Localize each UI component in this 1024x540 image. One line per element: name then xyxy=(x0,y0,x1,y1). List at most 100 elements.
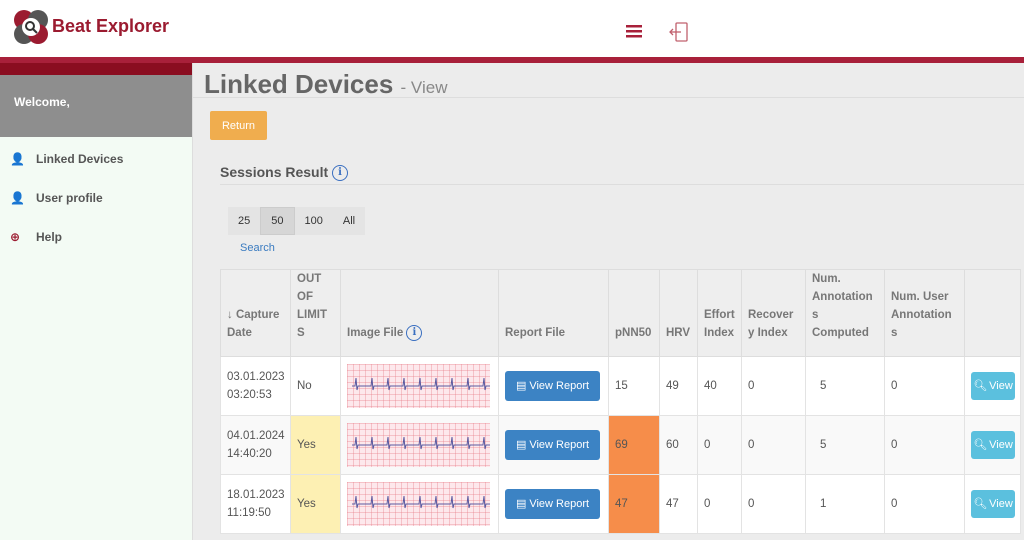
file-icon: ▤ xyxy=(515,498,527,510)
brand-name: Beat Explorer xyxy=(52,16,170,36)
date: 04.01.2024 xyxy=(227,430,285,442)
page-size-all[interactable]: All xyxy=(342,215,356,227)
divider xyxy=(220,184,1024,185)
view-button[interactable]: 🔍︎ View xyxy=(971,431,1015,459)
page-title-text: Linked Devices xyxy=(204,69,394,99)
ecg-thumbnail[interactable] xyxy=(347,482,496,526)
col-image-file[interactable]: Image File i xyxy=(340,269,499,357)
search-link[interactable]: Search xyxy=(240,242,275,254)
user-plus-icon: 👤 xyxy=(10,151,25,166)
num-annotations: 5 xyxy=(805,415,885,475)
actions: 🔍︎ View xyxy=(964,415,1021,475)
col-num-annotations[interactable]: Num. Annotations Computed xyxy=(805,269,885,357)
sidebar-item-linked-devices[interactable]: 👤 Linked Devices xyxy=(0,139,192,178)
page-size-selector: 25 50 100 All xyxy=(228,207,366,235)
table-row: 03.01.2023 03:20:53 No ▤ View Report 15 49 40 0 5… xyxy=(220,356,1021,416)
actions: 🔍︎ View xyxy=(964,474,1021,534)
sessions-table: ↓ Capture Date OUT OF LIMITS Image File … xyxy=(220,269,1021,534)
page-size-25[interactable]: 25 xyxy=(238,215,251,227)
sidebar: Welcome, 👤 Linked Devices 👤 User profile ⊕… xyxy=(0,63,193,540)
return-button[interactable]: Return xyxy=(210,111,267,140)
recovery-index: 0 xyxy=(741,415,806,475)
col-out-of-limits[interactable]: OUT OF LIMITS xyxy=(290,269,341,357)
num-annotations: 5 xyxy=(805,356,885,416)
search-icon: 🔍︎ xyxy=(973,380,988,392)
search-icon: 🔍︎ xyxy=(973,439,988,451)
out-of-limits: Yes xyxy=(290,474,341,534)
file-icon: ▤ xyxy=(515,380,527,392)
logout-icon[interactable] xyxy=(668,22,690,42)
view-button[interactable]: 🔍︎ View xyxy=(971,490,1015,518)
page-title: Linked Devices - View xyxy=(204,69,447,100)
button-label: View xyxy=(989,498,1013,510)
date: 18.01.2023 xyxy=(227,489,285,501)
report-file: ▤ View Report xyxy=(498,474,609,534)
col-recovery-index[interactable]: Recovery Index xyxy=(741,269,806,357)
table-row: 18.01.2023 11:19:50 Yes ▤ View Report 47 47 0 0 1… xyxy=(220,474,1021,534)
effort-index: 0 xyxy=(697,474,742,534)
hamburger-menu-icon[interactable] xyxy=(626,24,642,38)
ecg-thumbnail[interactable] xyxy=(347,423,496,467)
pnn50: 15 xyxy=(608,356,660,416)
table-row: 04.01.2024 14:40:20 Yes ▤ View Report 69 60 0 0 5… xyxy=(220,415,1021,475)
life-ring-icon: ⊕ xyxy=(10,229,21,244)
col-actions xyxy=(964,269,1021,357)
section-title-text: Sessions Result xyxy=(220,164,329,180)
main-content: Linked Devices - View Return Sessions Re… xyxy=(193,63,1024,540)
ecg-trace xyxy=(352,495,496,509)
search-icon: 🔍︎ xyxy=(973,498,988,510)
num-user-annotations: 0 xyxy=(884,356,965,416)
section-title: Sessions Result i xyxy=(220,164,349,182)
top-bar: Beat Explorer xyxy=(0,0,1024,57)
date: 03.01.2023 xyxy=(227,371,285,383)
time: 11:19:50 xyxy=(227,507,271,519)
col-report-file[interactable]: Report File xyxy=(498,269,609,357)
hrv: 49 xyxy=(659,356,698,416)
file-icon: ▤ xyxy=(515,439,527,451)
page-size-50[interactable]: 50 xyxy=(260,207,295,235)
col-hrv[interactable]: HRV xyxy=(659,269,698,357)
num-user-annotations: 0 xyxy=(884,474,965,534)
col-num-user-annotations[interactable]: Num. User Annotations xyxy=(884,269,965,357)
view-report-button[interactable]: ▤ View Report xyxy=(505,371,600,401)
view-report-button[interactable]: ▤ View Report xyxy=(505,489,600,519)
sidebar-item-user-profile[interactable]: 👤 User profile xyxy=(0,178,192,217)
button-label: View Report xyxy=(529,439,590,451)
capture-date: 18.01.2023 11:19:50 xyxy=(220,474,291,534)
recovery-index: 0 xyxy=(741,356,806,416)
view-report-button[interactable]: ▤ View Report xyxy=(505,430,600,460)
time: 14:40:20 xyxy=(227,448,272,460)
hrv: 60 xyxy=(659,415,698,475)
page-size-100[interactable]: 100 xyxy=(304,215,323,227)
actions: 🔍︎ View xyxy=(964,356,1021,416)
sidebar-band xyxy=(0,63,192,75)
header-divider xyxy=(0,57,1024,63)
sidebar-item-help[interactable]: ⊕ Help xyxy=(0,217,192,256)
report-file: ▤ View Report xyxy=(498,415,609,475)
image-file xyxy=(340,415,499,475)
view-button[interactable]: 🔍︎ View xyxy=(971,372,1015,400)
pnn50: 69 xyxy=(608,415,660,475)
col-effort-index[interactable]: Effort Index xyxy=(697,269,742,357)
logo-icon xyxy=(14,10,48,44)
num-annotations: 1 xyxy=(805,474,885,534)
info-icon[interactable]: i xyxy=(332,165,349,182)
image-file xyxy=(340,356,499,416)
recovery-index: 0 xyxy=(741,474,806,534)
button-label: View xyxy=(989,380,1013,392)
ecg-trace xyxy=(352,436,496,450)
button-label: View xyxy=(989,439,1013,451)
col-pnn50[interactable]: pNN50 xyxy=(608,269,660,357)
num-user-annotations: 0 xyxy=(884,415,965,475)
hrv: 47 xyxy=(659,474,698,534)
user-icon: 👤 xyxy=(10,190,25,205)
info-icon[interactable]: i xyxy=(406,324,423,341)
col-capture-date[interactable]: ↓ Capture Date xyxy=(220,269,291,357)
col-label: Image File xyxy=(347,327,404,339)
effort-index: 40 xyxy=(697,356,742,416)
sidebar-item-label: User profile xyxy=(36,190,103,205)
effort-index: 0 xyxy=(697,415,742,475)
image-file xyxy=(340,474,499,534)
out-of-limits: Yes xyxy=(290,415,341,475)
ecg-thumbnail[interactable] xyxy=(347,364,496,408)
